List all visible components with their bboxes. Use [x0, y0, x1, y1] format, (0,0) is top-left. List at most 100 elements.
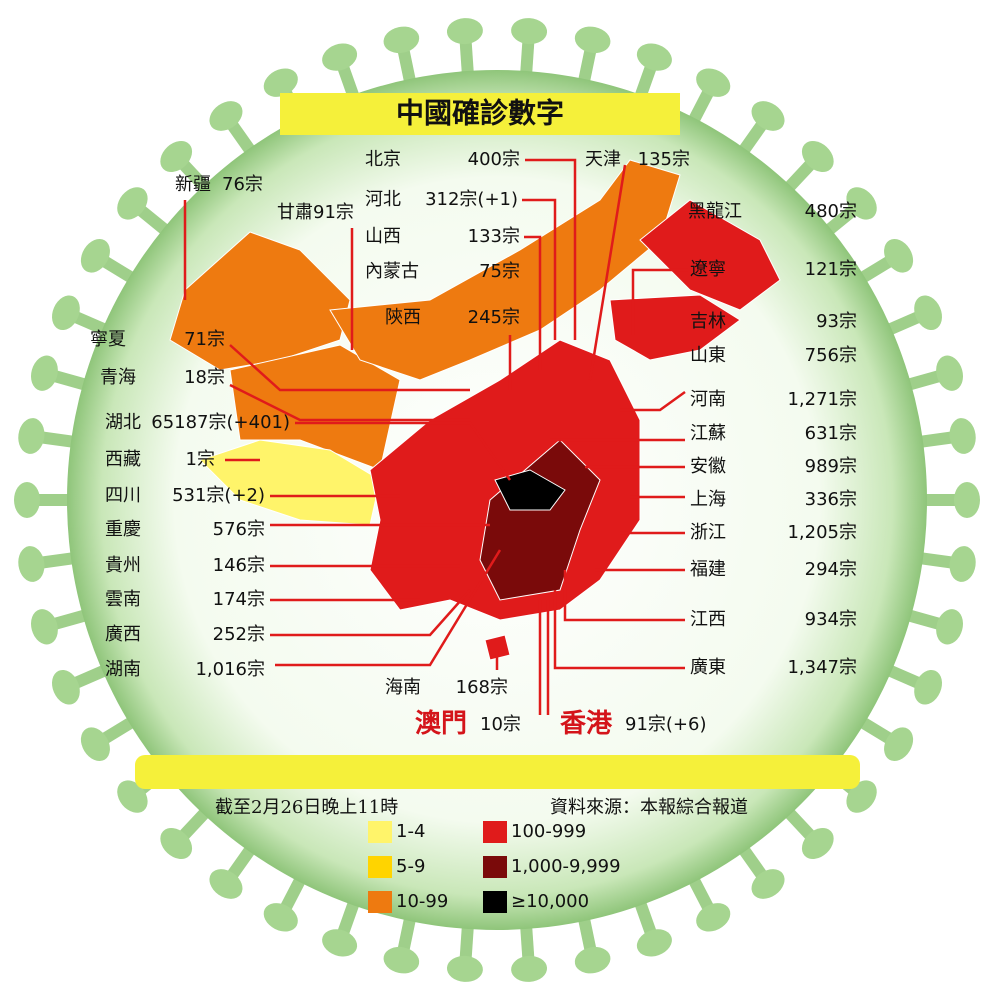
province-count: 245宗	[468, 307, 520, 328]
spike-head	[51, 669, 80, 705]
region	[494, 469, 566, 511]
province-name: 江蘇	[690, 423, 726, 444]
spike-head	[263, 903, 298, 932]
spike-head	[209, 869, 243, 899]
spike-head	[884, 238, 914, 273]
spike-head	[936, 609, 963, 645]
province-name: 遼寧	[690, 259, 726, 280]
legend-label: 5-9	[396, 856, 425, 877]
legend-swatch	[483, 821, 507, 843]
province-count: 76宗	[222, 174, 263, 195]
province-name: 安徽	[690, 456, 726, 477]
spike-head	[954, 482, 980, 518]
province-name: 山西	[365, 226, 401, 247]
spike-head	[80, 727, 110, 762]
leader-line	[553, 590, 685, 670]
leader-line	[522, 198, 557, 340]
province-name: 內蒙古	[365, 261, 419, 282]
spike-head	[446, 18, 483, 45]
spike-head	[636, 929, 672, 957]
province-name: 廣西	[105, 624, 141, 645]
leader-line	[563, 570, 685, 622]
leader-line	[229, 383, 470, 422]
spike-head	[636, 43, 672, 71]
province-name: 北京	[365, 149, 401, 170]
province-name: 福建	[690, 559, 726, 580]
region	[479, 439, 601, 601]
province-count: 1,016宗	[195, 659, 265, 680]
province-count: 135宗	[638, 149, 690, 170]
legend-swatch	[483, 891, 507, 913]
province-name: 青海	[100, 367, 136, 388]
province-name: 江西	[690, 609, 726, 630]
leader-line	[275, 549, 502, 667]
title-banner	[280, 93, 680, 135]
spike-head	[884, 727, 914, 762]
spike-head	[80, 238, 110, 273]
spike-head	[801, 140, 834, 173]
region-name: 澳門	[415, 709, 467, 739]
province-name: 浙江	[690, 522, 726, 543]
province-name: 湖南	[105, 659, 141, 680]
province-name: 四川	[105, 485, 141, 506]
region	[484, 634, 511, 661]
spike-head	[18, 546, 45, 582]
leader-line	[588, 164, 627, 381]
province-count: 400宗	[468, 149, 520, 170]
province-count: 168宗	[456, 677, 508, 698]
province-name: 海南	[385, 677, 421, 698]
province-name: 甘肅	[277, 202, 313, 223]
province-count: 1,347宗	[787, 657, 857, 678]
spike-head	[801, 827, 834, 860]
province-count: 756宗	[805, 345, 857, 366]
spike-head	[914, 669, 943, 705]
province-count: 121宗	[805, 259, 857, 280]
province-name: 寧夏	[90, 329, 126, 350]
province-name: 西藏	[105, 449, 141, 470]
spike-head	[18, 418, 45, 454]
spike-head	[14, 482, 40, 518]
province-name: 廣東	[690, 657, 726, 678]
leader-line	[270, 589, 471, 637]
virus-spikes	[14, 18, 980, 982]
map	[169, 159, 781, 661]
province-count: 1宗	[186, 449, 215, 470]
spike-head	[383, 26, 420, 54]
region-name: 香港	[560, 709, 613, 739]
province-count: 252宗	[213, 624, 265, 645]
legend-swatch	[368, 891, 392, 913]
province-count: 133宗	[468, 226, 520, 247]
province-count: 576宗	[213, 519, 265, 540]
leader-line	[620, 390, 686, 412]
legend-label: ≥10,000	[511, 891, 589, 912]
province-count: 65187宗(+401)	[151, 412, 290, 433]
spike-head	[936, 355, 963, 391]
spike-head	[949, 418, 976, 454]
legend-swatch	[368, 821, 392, 843]
province-count: 480宗	[805, 201, 857, 222]
spike-head	[751, 101, 785, 131]
province-count: 71宗	[184, 329, 225, 350]
spike-head	[31, 609, 58, 645]
region-count: 10宗	[480, 714, 521, 735]
region	[609, 294, 741, 361]
region	[639, 199, 781, 311]
spike-head	[383, 946, 420, 974]
spike-head	[846, 187, 877, 220]
province-count: 75宗	[479, 261, 520, 282]
province-name: 上海	[690, 489, 726, 510]
province-count: 631宗	[805, 423, 857, 444]
province-name: 新疆	[175, 174, 211, 195]
province-name: 吉林	[690, 311, 726, 332]
province-name: 雲南	[105, 589, 141, 610]
spike-head	[696, 68, 731, 97]
spike-head	[696, 903, 731, 932]
spike-head	[31, 355, 58, 391]
province-name: 貴州	[105, 555, 141, 576]
province-name: 湖北	[105, 412, 141, 433]
legend-label: 1-4	[396, 821, 425, 842]
province-name: 重慶	[105, 519, 141, 540]
province-count: 934宗	[805, 609, 857, 630]
spike-head	[160, 140, 193, 173]
